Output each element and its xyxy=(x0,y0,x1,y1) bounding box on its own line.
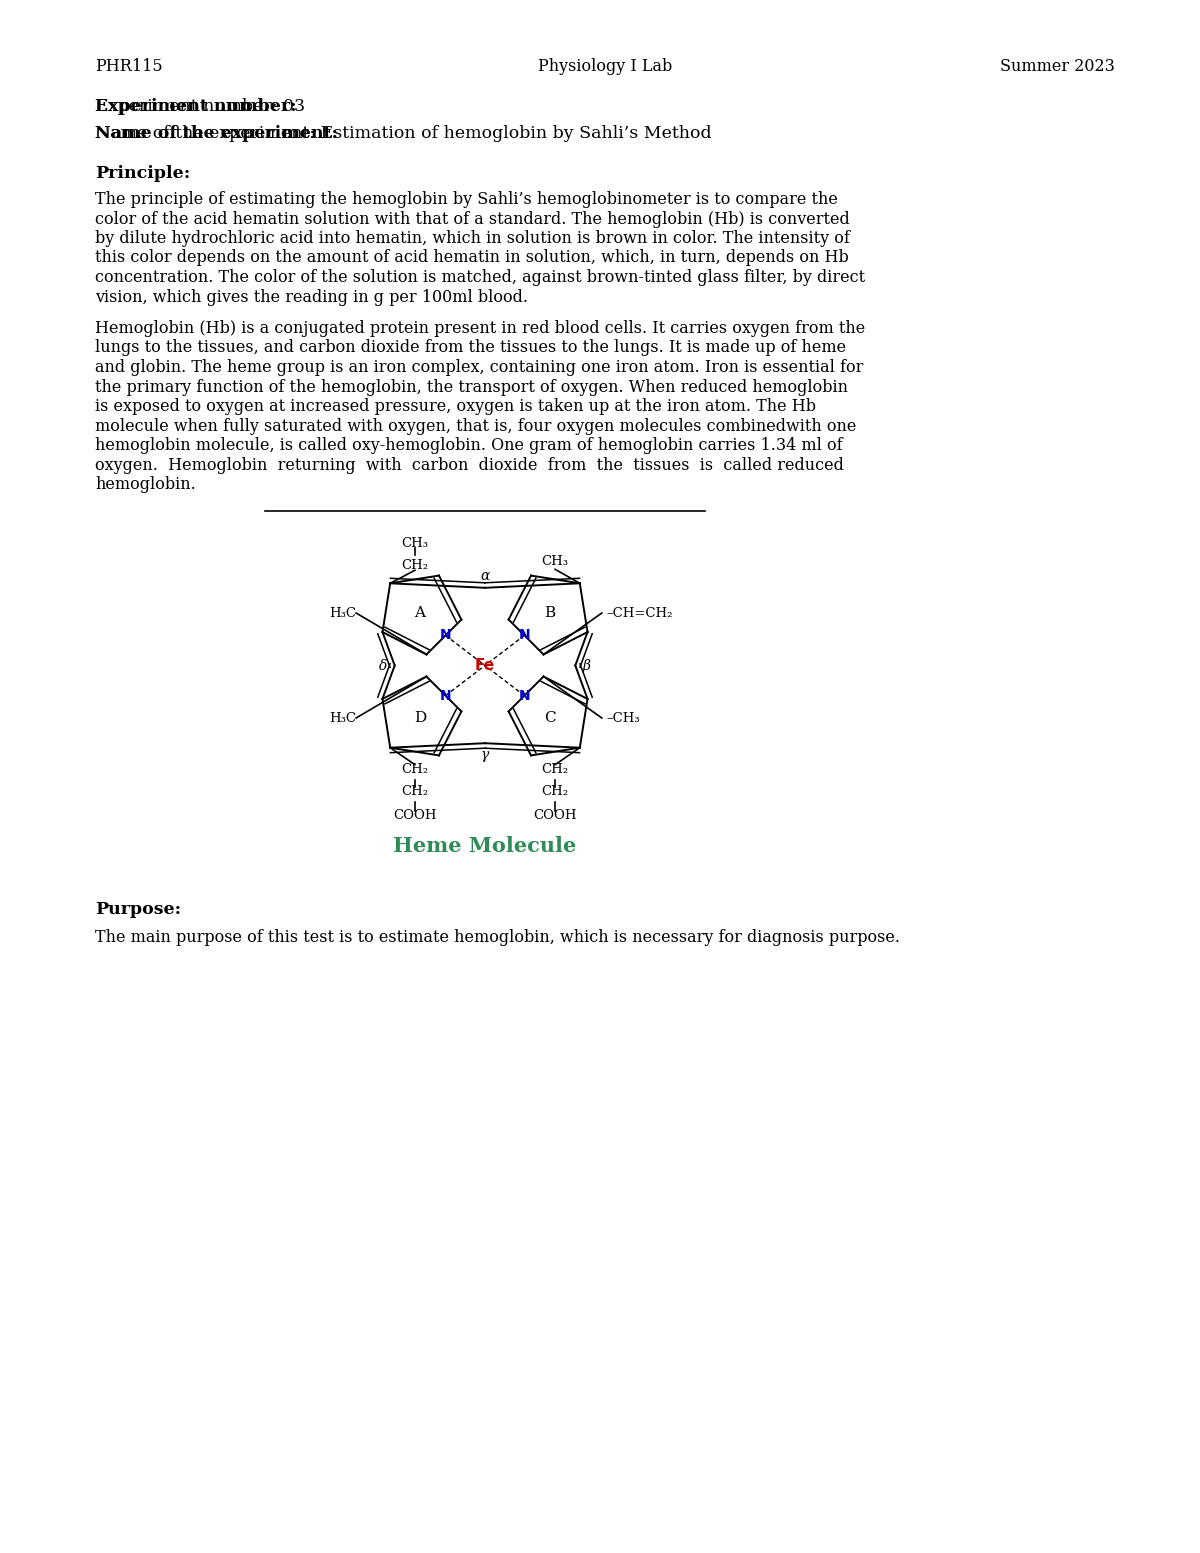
Text: γ: γ xyxy=(481,749,490,763)
Text: N: N xyxy=(439,688,451,704)
Text: Heme Molecule: Heme Molecule xyxy=(394,836,577,856)
Text: N: N xyxy=(439,629,451,643)
Text: oxygen.  Hemoglobin  returning  with  carbon  dioxide  from  the  tissues  is  c: oxygen. Hemoglobin returning with carbon… xyxy=(95,457,844,474)
Text: by dilute hydrochloric acid into hematin, which in solution is brown in color. T: by dilute hydrochloric acid into hematin… xyxy=(95,230,850,247)
Text: Hemoglobin (Hb) is a conjugated protein present in red blood cells. It carries o: Hemoglobin (Hb) is a conjugated protein … xyxy=(95,320,865,337)
Text: A: A xyxy=(414,606,425,620)
Text: H₃C: H₃C xyxy=(329,711,356,725)
Text: color of the acid hematin solution with that of a standard. The hemoglobin (Hb) : color of the acid hematin solution with … xyxy=(95,211,850,227)
Text: Principle:: Principle: xyxy=(95,165,191,182)
Text: –CH₃: –CH₃ xyxy=(607,711,641,725)
Text: lungs to the tissues, and carbon dioxide from the tissues to the lungs. It is ma: lungs to the tissues, and carbon dioxide… xyxy=(95,340,846,357)
Text: Experiment number:: Experiment number: xyxy=(95,98,296,115)
Text: hemoglobin molecule, is called oxy-hemoglobin. One gram of hemoglobin carries 1.: hemoglobin molecule, is called oxy-hemog… xyxy=(95,436,842,453)
Text: C: C xyxy=(545,711,556,725)
Text: H₃C: H₃C xyxy=(329,607,356,620)
Text: CH₂: CH₂ xyxy=(541,763,569,776)
Text: –CH=CH₂: –CH=CH₂ xyxy=(607,607,673,620)
Text: COOH: COOH xyxy=(394,809,437,822)
Text: hemoglobin.: hemoglobin. xyxy=(95,477,196,492)
Text: CH₂: CH₂ xyxy=(401,786,428,798)
Text: Experiment number: 03: Experiment number: 03 xyxy=(95,98,305,115)
Text: D: D xyxy=(414,711,426,725)
Text: Summer 2023: Summer 2023 xyxy=(1000,57,1115,75)
Text: The principle of estimating the hemoglobin by Sahli’s hemoglobinometer is to com: The principle of estimating the hemoglob… xyxy=(95,191,838,208)
Text: molecule when fully saturated with oxygen, that is, four oxygen molecules combin: molecule when fully saturated with oxyge… xyxy=(95,418,857,435)
Text: N: N xyxy=(518,629,530,643)
Text: CH₂: CH₂ xyxy=(401,763,428,776)
Text: α: α xyxy=(480,568,490,582)
Text: CH₂: CH₂ xyxy=(541,786,569,798)
Text: Name of the experiment: Estimation of hemoglobin by Sahli’s Method: Name of the experiment: Estimation of he… xyxy=(95,124,712,141)
Text: and globin. The heme group is an iron complex, containing one iron atom. Iron is: and globin. The heme group is an iron co… xyxy=(95,359,863,376)
Text: concentration. The color of the solution is matched, against brown-tinted glass : concentration. The color of the solution… xyxy=(95,269,865,286)
Text: N: N xyxy=(518,688,530,704)
Text: Fe: Fe xyxy=(475,658,496,672)
Text: the primary function of the hemoglobin, the transport of oxygen. When reduced he: the primary function of the hemoglobin, … xyxy=(95,379,848,396)
Text: COOH: COOH xyxy=(533,809,577,822)
Text: CH₂: CH₂ xyxy=(401,559,428,572)
Text: vision, which gives the reading in g per 100ml blood.: vision, which gives the reading in g per… xyxy=(95,289,528,306)
Text: CH₃: CH₃ xyxy=(401,537,428,550)
Text: CH₃: CH₃ xyxy=(541,554,569,568)
Text: this color depends on the amount of acid hematin in solution, which, in turn, de: this color depends on the amount of acid… xyxy=(95,250,848,267)
Text: The main purpose of this test is to estimate hemoglobin, which is necessary for : The main purpose of this test is to esti… xyxy=(95,929,900,946)
Text: β: β xyxy=(582,658,590,672)
Text: is exposed to oxygen at increased pressure, oxygen is taken up at the iron atom.: is exposed to oxygen at increased pressu… xyxy=(95,398,816,415)
Text: Name of the experiment:: Name of the experiment: xyxy=(95,124,338,141)
Text: B: B xyxy=(545,606,556,620)
Text: Physiology I Lab: Physiology I Lab xyxy=(538,57,672,75)
Text: PHR115: PHR115 xyxy=(95,57,163,75)
Text: δ: δ xyxy=(379,658,388,672)
Text: Purpose:: Purpose: xyxy=(95,901,181,918)
